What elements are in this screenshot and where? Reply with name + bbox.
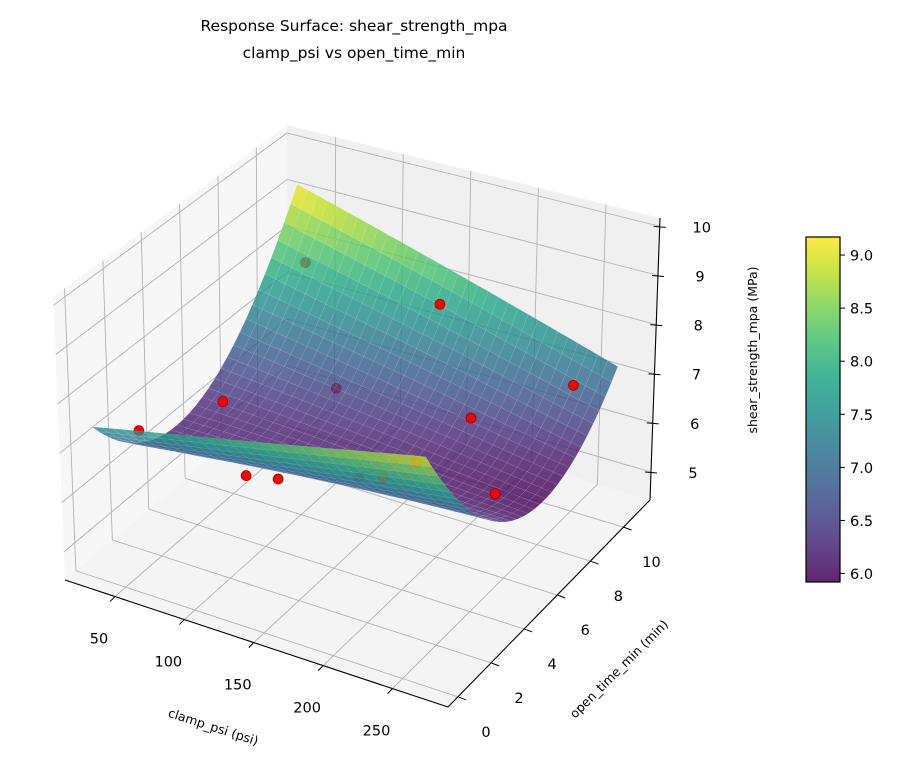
data-point: [465, 412, 477, 424]
surface-facet: [595, 376, 612, 397]
surface-facet: [439, 490, 458, 500]
tick-labels: 50 100 150 200 250 0 2 4 6 8 10 5 6 7 8 9 10: [90, 220, 711, 740]
y-tick-label: 0: [481, 725, 490, 741]
y-gridline: [112, 539, 492, 664]
y-tick-label: 8: [614, 589, 623, 605]
y-gridline: [75, 570, 459, 698]
x-tick-mark: [248, 642, 255, 648]
z-tick-label: 5: [688, 466, 697, 482]
surface-and-points: [91, 184, 619, 523]
colorbar-gradient: [806, 237, 840, 582]
x-tick-label: 150: [224, 678, 252, 694]
x-tick-mark: [109, 596, 116, 602]
data-point: [489, 488, 501, 500]
surface-facet: [427, 474, 446, 486]
data-point: [217, 396, 229, 407]
y-tick-label: 10: [642, 555, 660, 571]
z-gridline: [53, 132, 288, 306]
x-gridline: [392, 484, 598, 689]
colorbar-ticks: 6.0 6.5 7.0 7.5 8.0 8.5 9.0: [840, 249, 873, 583]
z-axis-label: shear_strength_mpa (MPa): [745, 267, 760, 434]
x-tick-label: 50: [90, 632, 108, 648]
y-tick-label: 6: [581, 623, 590, 639]
z-tick-label: 6: [690, 417, 699, 433]
data-point: [240, 470, 252, 481]
y-tick-label: 4: [548, 657, 557, 673]
y-tick-mark: [590, 560, 599, 565]
y-tick-mark: [523, 628, 533, 633]
y-gridline: [184, 477, 558, 596]
surface-facet: [582, 405, 600, 424]
y-tick-mark: [623, 526, 632, 531]
y-tick-label: 2: [514, 691, 523, 707]
z-gridline: [55, 179, 288, 356]
surface-facet: [421, 465, 439, 477]
surface-facet: [553, 462, 570, 477]
surface-facet: [414, 455, 433, 468]
colorbar-tick-label: 8.5: [850, 302, 873, 318]
y-gridline: [140, 232, 150, 510]
surface-facet: [589, 390, 606, 411]
z-gridline: [57, 225, 288, 405]
y-gridline: [64, 288, 77, 571]
surface-facet: [505, 513, 523, 520]
z-tick-label: 7: [692, 368, 701, 384]
surface-facet: [601, 360, 619, 383]
chart-subtitle: clamp_psi vs open_time_min: [243, 44, 466, 63]
x-tick-label: 100: [154, 655, 182, 671]
axis-lines: [64, 217, 666, 708]
x-tick-mark: [317, 665, 324, 671]
z-tick-mark: [653, 225, 666, 228]
data-point: [434, 298, 446, 310]
z-tick-mark: [646, 422, 659, 425]
surface-facet: [482, 518, 499, 523]
y-gridline: [102, 260, 113, 540]
x-axis-label: clamp_psi (psi): [166, 705, 260, 748]
z-tick-mark: [651, 274, 665, 277]
z-tick-label: 9: [695, 269, 704, 285]
y-tick-mark: [457, 696, 467, 701]
colorbar-tick-label: 6.5: [850, 514, 873, 530]
surface-facet: [452, 502, 470, 511]
z-tick-label: 10: [692, 220, 710, 236]
x-tick-mark: [387, 688, 393, 694]
colorbar-tick-label: 8.0: [850, 355, 873, 371]
colorbar-border: [805, 236, 841, 583]
x-gridline: [596, 204, 607, 485]
y-tick-mark: [557, 594, 566, 599]
x-tick-mark: [178, 619, 185, 625]
z-tick-mark: [644, 471, 658, 474]
colorbar-tick-label: 7.5: [850, 408, 873, 424]
colorbar: 6.0 6.5 7.0 7.5 8.0 8.5 9.0: [805, 236, 873, 583]
data-point: [568, 379, 579, 391]
x-tick-label: 250: [363, 724, 391, 740]
chart-title: Response Surface: shear_strength_mpa: [200, 17, 507, 36]
z-gridline: [286, 178, 659, 276]
z-tick-mark: [650, 324, 663, 327]
surface-facet: [547, 471, 564, 486]
data-point: [272, 473, 284, 485]
surface-facet: [470, 514, 488, 520]
left-pane: [53, 125, 287, 580]
z-axis-line: [649, 217, 661, 501]
x-axis-line: [64, 579, 449, 708]
y-tick-mark: [490, 662, 500, 667]
z-tick-label: 8: [694, 319, 703, 335]
z-gridline: [286, 132, 660, 227]
colorbar-tick-label: 7.0: [850, 461, 873, 477]
surface-facet: [523, 500, 541, 510]
z-tick-mark: [648, 373, 661, 376]
y-gridline: [148, 508, 525, 630]
surface-facet: [445, 496, 464, 506]
colorbar-tick-label: 6.0: [850, 567, 873, 583]
z-gridline: [59, 272, 288, 454]
colorbar-tick-label: 9.0: [850, 249, 873, 265]
y-axis-line: [447, 499, 651, 708]
x-tick-label: 200: [293, 701, 321, 717]
